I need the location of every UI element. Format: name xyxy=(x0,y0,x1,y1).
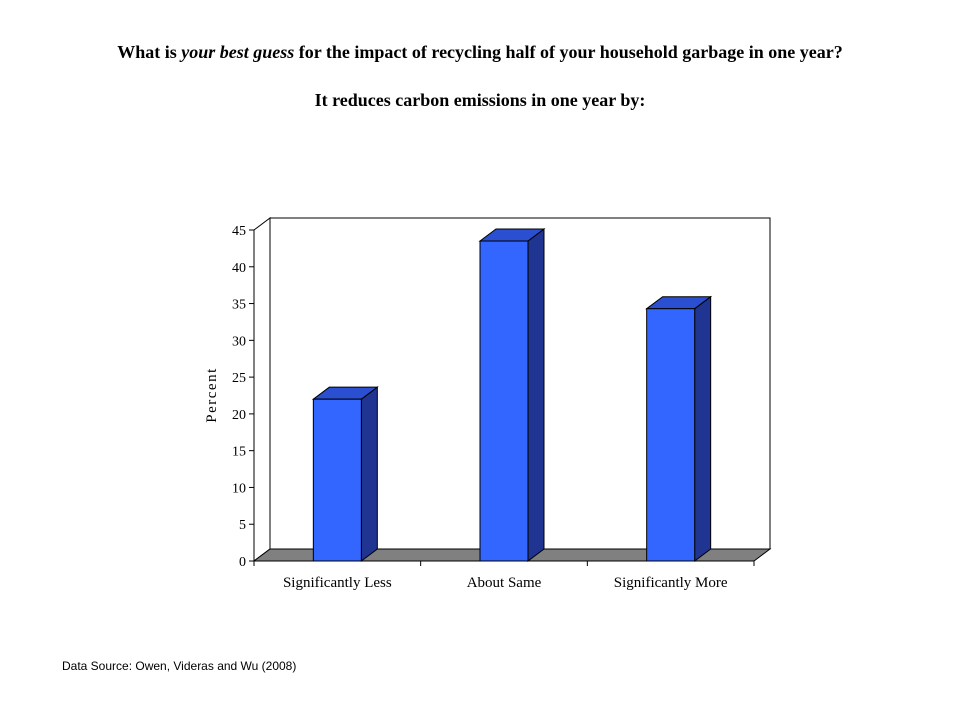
y-tick-label: 15 xyxy=(232,445,246,460)
bar-side xyxy=(360,386,378,562)
y-tick-label: 0 xyxy=(239,555,246,570)
bar xyxy=(479,240,529,562)
title-emphasis: your best guess xyxy=(181,42,295,62)
bar xyxy=(646,308,696,562)
bar-side xyxy=(694,295,712,562)
y-tick-label: 10 xyxy=(232,481,246,496)
chart-subtitle: It reduces carbon emissions in one year … xyxy=(314,90,646,110)
title-question: What is your best guess for the impact o… xyxy=(70,40,890,64)
bar-side xyxy=(527,228,545,562)
y-axis-label: Percent xyxy=(204,367,220,422)
x-tick-label: Significantly Less xyxy=(283,575,392,591)
y-tick-label: 20 xyxy=(232,408,246,423)
y-tick-label: 40 xyxy=(232,261,246,276)
x-tick-label: Significantly More xyxy=(614,575,728,591)
bar xyxy=(312,398,362,562)
title-text-2: for the impact of recycling half of your… xyxy=(294,42,843,62)
y-tick-label: 25 xyxy=(232,371,246,386)
x-tick-label: About Same xyxy=(467,575,542,591)
y-tick-label: 35 xyxy=(232,298,246,313)
data-source: Data Source: Owen, Videras and Wu (2008) xyxy=(62,659,297,673)
y-tick-label: 5 xyxy=(239,518,246,533)
y-tick-label: 30 xyxy=(232,334,246,349)
y-tick-label: 45 xyxy=(232,224,246,239)
chart-title: What is your best guess for the impact o… xyxy=(70,40,890,112)
title-text-1: What is xyxy=(117,42,182,62)
side-wall xyxy=(253,217,271,562)
plot-area: 0 5 10 15 20 25 30 35 40 45 Significantly Less Abou… xyxy=(232,217,772,591)
